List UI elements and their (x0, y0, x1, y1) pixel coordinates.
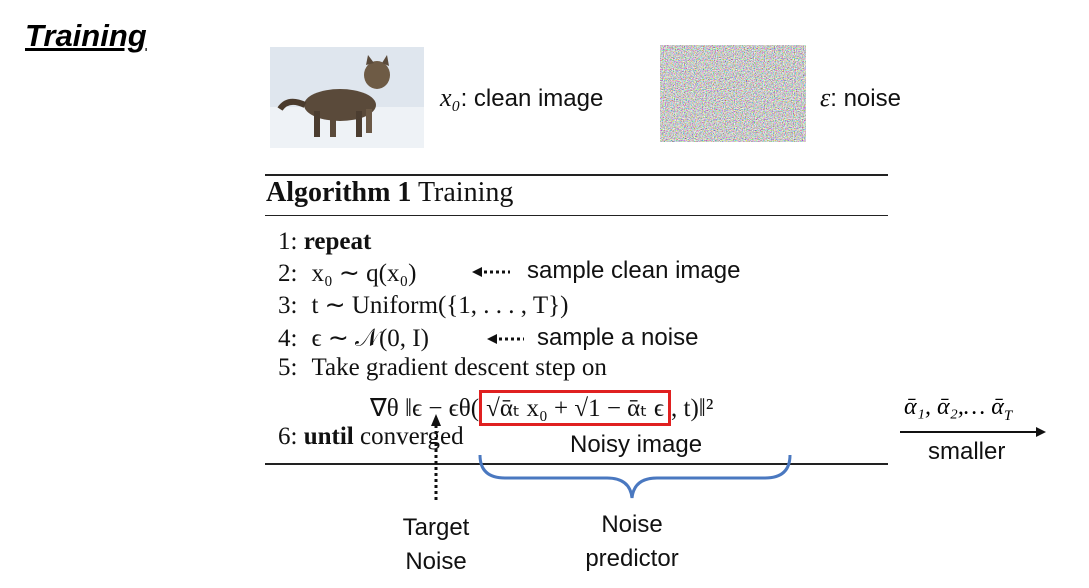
annotation-line: Noise (601, 511, 663, 538)
annotation: sample clean image (527, 257, 741, 284)
rule (265, 174, 888, 176)
formula: ∇θ ‖ϵ − ϵθ(√ᾱₜ x₀ + √1 − ᾱₜ ϵ, t)‖² (370, 390, 713, 426)
noise-image (660, 45, 806, 142)
line-number: 2: (278, 260, 298, 287)
line-number: 3: (278, 292, 298, 319)
alphas: ᾱ₁, ᾱ₂,… ᾱT (904, 394, 1012, 425)
line-number: 1: (278, 228, 298, 255)
alphas-text: ᾱ₁, ᾱ₂,… ᾱ (904, 394, 1004, 420)
line-number: 5: (278, 354, 298, 381)
annotation: smaller (928, 438, 1006, 465)
algo-line: 1: repeat (278, 228, 371, 256)
cat-image (270, 47, 424, 148)
algo-label: Algorithm 1 (266, 177, 412, 208)
keyword: until (303, 423, 354, 450)
annotation: Noisy image (570, 431, 703, 458)
annotation-line: predictor (585, 545, 679, 572)
symbol: x₀ (440, 83, 461, 112)
algorithm-title: Algorithm 1 Training (266, 177, 513, 209)
image-caption: x₀: clean image (440, 83, 603, 113)
algo-line: 3: t ∼ Uniform({1, . . . , T}) (278, 290, 568, 320)
line-text: converged (359, 423, 464, 450)
line-text: x₀ ∼ q(x₀) (311, 260, 417, 287)
line-text: Take gradient descent step on (311, 354, 607, 381)
alphas-sub: T (1003, 407, 1013, 424)
line-number: 4: (278, 325, 298, 352)
caption: : clean image (460, 85, 604, 112)
line-text: t ∼ Uniform({1, . . . , T}) (311, 292, 569, 319)
annotation: Target Noise (386, 511, 486, 579)
keyword: repeat (303, 228, 372, 255)
rule (265, 215, 888, 216)
algo-line: 4: ϵ ∼ 𝒩(0, I) (278, 323, 429, 353)
annotation: Noise predictor (562, 508, 702, 576)
rule (265, 463, 888, 465)
slide-title: Training (25, 18, 147, 53)
symbol: ε (820, 83, 831, 112)
annotation-line: Noise (405, 548, 467, 575)
line-text: ϵ ∼ 𝒩(0, I) (311, 325, 429, 352)
formula-part: , t)‖² (671, 395, 714, 422)
annotation: sample a noise (537, 324, 699, 351)
image-caption: ε: noise (820, 83, 901, 113)
line-number: 6: (278, 423, 298, 450)
annotation-line: Target (402, 514, 470, 541)
algo-line: 6: until converged (278, 423, 464, 451)
algo-line: 2: x₀ ∼ q(x₀) (278, 258, 416, 288)
caption: : noise (830, 85, 901, 112)
algo-name: Training (417, 177, 514, 208)
formula-part: ∇θ ‖ϵ − ϵθ( (370, 395, 480, 422)
algo-line: 5: Take gradient descent step on (278, 354, 607, 382)
formula-boxed: √ᾱₜ x₀ + √1 − ᾱₜ ϵ (479, 390, 672, 426)
